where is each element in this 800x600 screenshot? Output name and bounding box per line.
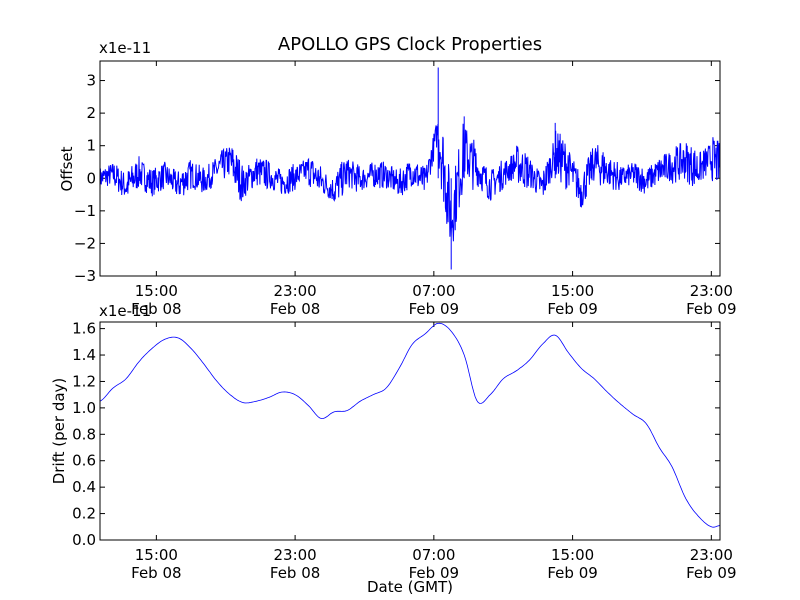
- offset-x-tick-time: 07:00: [412, 282, 455, 300]
- drift-y-tick-label: 1.2: [72, 372, 96, 390]
- drift-x-tick-time: 23:00: [273, 546, 316, 564]
- drift-x-tick-date: Feb 09: [547, 564, 597, 582]
- drift-scale-label: x1e-11: [99, 302, 151, 320]
- drift-y-tick-label: 1.4: [72, 346, 96, 364]
- offset-x-tick-date: Feb 08: [270, 300, 320, 318]
- offset-y-tick-label: 2: [86, 104, 96, 122]
- drift-y-tick-label: 1.6: [72, 320, 96, 338]
- drift-x-tick-date: Feb 09: [409, 564, 459, 582]
- drift-x-tick-time: 15:00: [135, 546, 178, 564]
- offset-x-tick-date: Feb 09: [409, 300, 459, 318]
- drift-y-tick-label: 0.8: [72, 425, 96, 443]
- chart-title: APOLLO GPS Clock Properties: [278, 34, 542, 55]
- offset-y-tick-label: −2: [74, 234, 96, 252]
- offset-scale-label: x1e-11: [99, 39, 151, 57]
- offset-y-tick-label: 3: [86, 72, 96, 90]
- offset-y-tick-label: −1: [74, 202, 96, 220]
- drift-x-tick-time: 15:00: [551, 546, 594, 564]
- offset-x-tick-time: 15:00: [135, 282, 178, 300]
- offset-y-tick-label: 0: [86, 169, 96, 187]
- offset-x-tick-date: Feb 08: [131, 300, 181, 318]
- drift-y-tick-label: 0.4: [72, 478, 96, 496]
- offset-x-tick-date: Feb 09: [686, 300, 736, 318]
- drift-y-tick-label: 1.0: [72, 399, 96, 417]
- x-axis-label: Date (GMT): [367, 578, 453, 596]
- offset-x-tick-date: Feb 09: [547, 300, 597, 318]
- offset-y-ticks: −3 −2 −1 0 1 2 3: [74, 72, 720, 285]
- offset-y-axis-label: Offset: [58, 146, 76, 191]
- offset-y-tick-label: −3: [74, 267, 96, 285]
- drift-x-tick-date: Feb 08: [131, 564, 181, 582]
- drift-y-tick-label: 0.0: [72, 531, 96, 549]
- drift-y-ticks: 0.0 0.2 0.4 0.6 0.8 1.0 1.2 1.4 1.6: [72, 320, 720, 549]
- offset-plot-frame: [99, 60, 721, 277]
- offset-x-tick-time: 15:00: [551, 282, 594, 300]
- drift-plot-frame: [99, 321, 721, 541]
- offset-x-tick-time: 23:00: [273, 282, 316, 300]
- offset-x-tick-time: 23:00: [690, 282, 733, 300]
- offset-series-line: [99, 67, 721, 270]
- drift-panel: x1e-11 Drift (per day) 0.0 0.2 0.4 0.6 0.8 1.…: [50, 302, 737, 582]
- drift-x-tick-date: Feb 09: [686, 564, 736, 582]
- drift-y-tick-label: 0.6: [72, 452, 96, 470]
- drift-y-axis-label: Drift (per day): [50, 378, 68, 485]
- drift-x-tick-date: Feb 08: [270, 564, 320, 582]
- drift-y-tick-label: 0.2: [72, 505, 96, 523]
- offset-y-tick-label: 1: [86, 137, 96, 155]
- drift-series-line: [99, 322, 721, 528]
- drift-x-tick-time: 07:00: [412, 546, 455, 564]
- drift-x-tick-time: 23:00: [690, 546, 733, 564]
